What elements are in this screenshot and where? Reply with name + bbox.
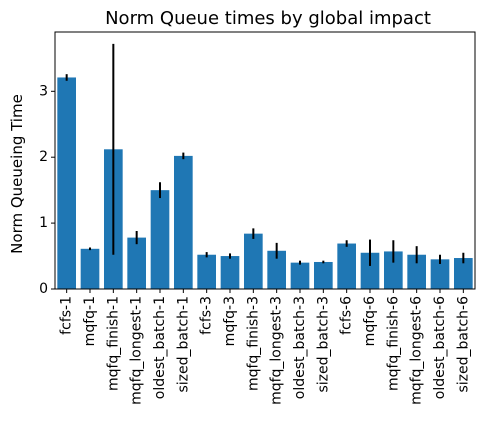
bar-mqfq_longest-1 (127, 237, 146, 289)
x-tick-label-mqfq_longest-3: mqfq_longest-3 (269, 296, 285, 405)
bars-group (57, 77, 473, 289)
y-tick-label-0: 0 (39, 281, 48, 297)
bar-oldest_batch-1 (150, 190, 170, 289)
x-tick-label-mqfq_longest-6: mqfq_longest-6 (409, 296, 425, 405)
chart-title: Norm Queue times by global impact (105, 8, 431, 29)
bar-sized_batch-6 (454, 258, 473, 289)
x-tick-label-mqfq-6: mqfq-6 (362, 296, 378, 346)
bar-mqfq-3 (220, 256, 240, 289)
x-tick-label-mqfq_finish-3: mqfq_finish-3 (245, 296, 261, 391)
bar-mqfq-1 (80, 248, 100, 289)
y-tick-label-1: 1 (39, 215, 48, 231)
errorbars-group (65, 43, 465, 266)
y-axis: 0 1 2 3 (39, 83, 55, 297)
x-tick-label-sized_batch-3: sized_batch-3 (315, 296, 331, 393)
x-axis: fcfs-1 mqfq-1 mqfq_finish-1 mqfq_longest-1 o… (59, 289, 471, 405)
x-tick-label-oldest_batch-6: oldest_batch-6 (432, 296, 448, 399)
bar-mqfq-6 (360, 252, 380, 289)
x-tick-label-oldest_batch-3: oldest_batch-3 (292, 296, 308, 399)
x-tick-label-mqfq_finish-1: mqfq_finish-1 (105, 296, 121, 391)
x-tick-label-fcfs-3: fcfs-3 (199, 296, 215, 335)
bar-fcfs-1 (57, 77, 76, 289)
plot-frame (54, 31, 476, 290)
y-axis-label: Norm Queueing Time (8, 94, 26, 254)
x-tick-label-oldest_batch-1: oldest_batch-1 (152, 296, 168, 399)
x-tick-label-mqfq-3: mqfq-3 (222, 296, 238, 346)
bar-oldest_batch-3 (290, 262, 310, 289)
bar-sized_batch-1 (174, 155, 193, 289)
bar-mqfq_longest-6 (407, 254, 426, 289)
x-tick-label-sized_batch-6: sized_batch-6 (455, 296, 471, 393)
bar-mqfq_finish-3 (244, 233, 263, 289)
y-tick-label-2: 2 (39, 149, 48, 165)
x-tick-label-sized_batch-1: sized_batch-1 (175, 296, 191, 393)
bar-sized_batch-3 (314, 261, 333, 289)
bar-mqfq_longest-3 (267, 250, 286, 289)
bar-mqfq_finish-6 (384, 251, 403, 289)
x-tick-label-fcfs-6: fcfs-6 (339, 296, 355, 335)
bar-fcfs-6 (337, 243, 356, 289)
y-tick-label-3: 3 (39, 83, 48, 99)
bar-oldest_batch-6 (430, 259, 450, 289)
bar-fcfs-3 (197, 254, 216, 289)
x-tick-label-mqfq_finish-6: mqfq_finish-6 (385, 296, 401, 391)
x-tick-label-fcfs-1: fcfs-1 (59, 296, 75, 335)
x-tick-label-mqfq_longest-1: mqfq_longest-1 (129, 296, 145, 405)
x-tick-label-mqfq-1: mqfq-1 (82, 296, 98, 346)
